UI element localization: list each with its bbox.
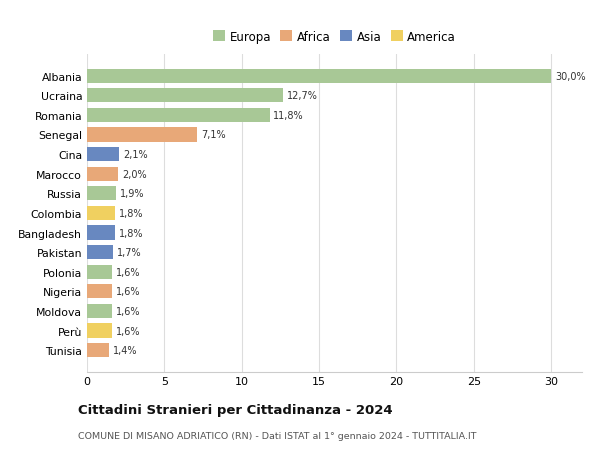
Bar [87,285,112,299]
Bar [87,69,551,84]
Text: 2,1%: 2,1% [124,150,148,160]
Text: COMUNE DI MISANO ADRIATICO (RN) - Dati ISTAT al 1° gennaio 2024 - TUTTITALIA.IT: COMUNE DI MISANO ADRIATICO (RN) - Dati I… [78,431,476,440]
Bar [87,207,115,220]
Bar [87,226,115,240]
Text: 7,1%: 7,1% [200,130,226,140]
Text: 2,0%: 2,0% [122,169,146,179]
Text: 11,8%: 11,8% [274,111,304,121]
Text: 1,6%: 1,6% [116,326,140,336]
Bar [87,304,112,318]
Text: 1,8%: 1,8% [119,228,143,238]
Bar [87,343,109,358]
Text: 30,0%: 30,0% [555,72,586,82]
Bar [87,89,283,103]
Text: 1,6%: 1,6% [116,287,140,297]
Text: 1,9%: 1,9% [120,189,145,199]
Bar [87,148,119,162]
Bar [87,324,112,338]
Bar [87,187,116,201]
Bar [87,167,118,181]
Text: Cittadini Stranieri per Cittadinanza - 2024: Cittadini Stranieri per Cittadinanza - 2… [78,403,392,416]
Text: 1,7%: 1,7% [117,247,142,257]
Text: 1,8%: 1,8% [119,208,143,218]
Text: 1,6%: 1,6% [116,267,140,277]
Bar [87,109,269,123]
Bar [87,246,113,260]
Legend: Europa, Africa, Asia, America: Europa, Africa, Asia, America [211,28,458,46]
Bar [87,265,112,279]
Text: 1,6%: 1,6% [116,306,140,316]
Text: 1,4%: 1,4% [113,345,137,355]
Bar [87,128,197,142]
Text: 12,7%: 12,7% [287,91,318,101]
